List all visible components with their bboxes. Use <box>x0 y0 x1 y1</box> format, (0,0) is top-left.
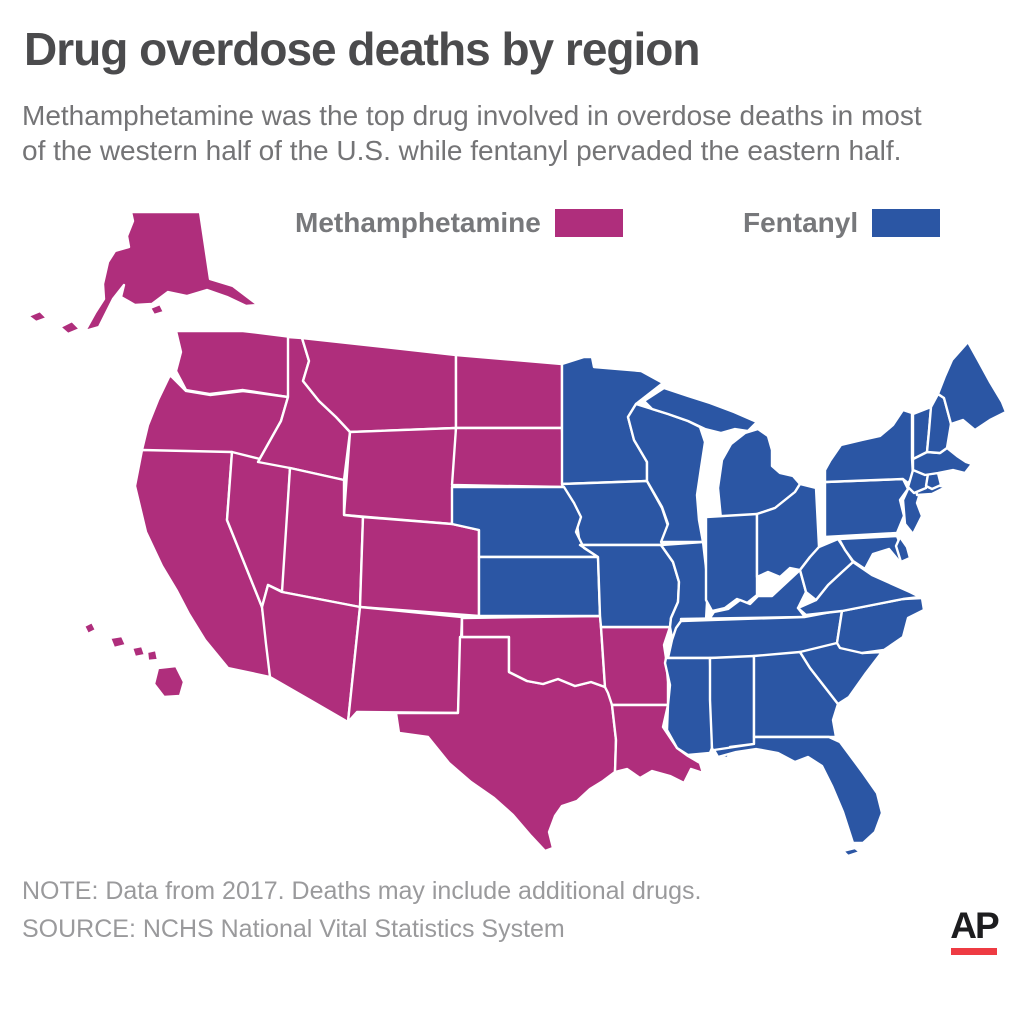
state-NY <box>823 408 915 485</box>
subtitle: Methamphetamine was the top drug involve… <box>22 98 1012 168</box>
state-ND <box>454 353 564 430</box>
state-HI <box>145 648 160 663</box>
state-FL <box>841 846 862 858</box>
state-AK <box>83 210 260 333</box>
legend-item-methamphetamine: Methamphetamine <box>295 206 623 240</box>
legend: Methamphetamine Fentanyl <box>0 206 1022 246</box>
ap-logo-red-bar <box>951 948 997 955</box>
state-PA <box>823 477 910 539</box>
source-text: SOURCE: NCHS National Vital Statistics S… <box>22 915 565 943</box>
state-AK <box>148 302 166 317</box>
state-AZ <box>260 583 362 724</box>
state-MS <box>663 656 714 757</box>
state-FL <box>712 735 884 845</box>
state-SD <box>450 426 566 489</box>
state-KY <box>679 568 808 647</box>
footnotes: NOTE: Data from 2017. Deaths may include… <box>22 872 782 948</box>
state-HI <box>152 664 186 699</box>
state-ME <box>936 340 1008 432</box>
legend-item-fentanyl: Fentanyl <box>743 206 941 240</box>
legend-label-methamphetamine: Methamphetamine <box>295 207 541 238</box>
state-DE <box>894 535 912 564</box>
state-AK <box>26 309 49 324</box>
page-title: Drug overdose deaths by region <box>24 23 700 75</box>
note-text: NOTE: Data from 2017. Deaths may include… <box>22 877 702 905</box>
state-AL <box>708 654 756 760</box>
subtitle-line-1: Methamphetamine was the top drug involve… <box>22 100 922 131</box>
state-HI <box>130 644 147 659</box>
state-WY <box>342 426 458 526</box>
state-IN <box>704 512 759 613</box>
state-KS <box>477 555 602 618</box>
legend-swatch-fentanyl <box>872 209 941 237</box>
legend-swatch-methamphetamine <box>554 209 623 237</box>
state-AR <box>599 625 672 707</box>
legend-label-fentanyl: Fentanyl <box>743 207 859 238</box>
state-WA <box>174 329 294 399</box>
state-HI <box>82 620 98 636</box>
state-HI <box>108 634 128 650</box>
state-AK <box>58 319 82 336</box>
ap-logo-text: AP <box>950 905 999 946</box>
ap-logo: AP <box>950 905 1000 962</box>
state-CO <box>358 515 481 618</box>
state-MI <box>642 386 759 435</box>
state-NM <box>346 605 464 724</box>
subtitle-line-2: of the western half of the U.S. while fe… <box>22 135 902 166</box>
